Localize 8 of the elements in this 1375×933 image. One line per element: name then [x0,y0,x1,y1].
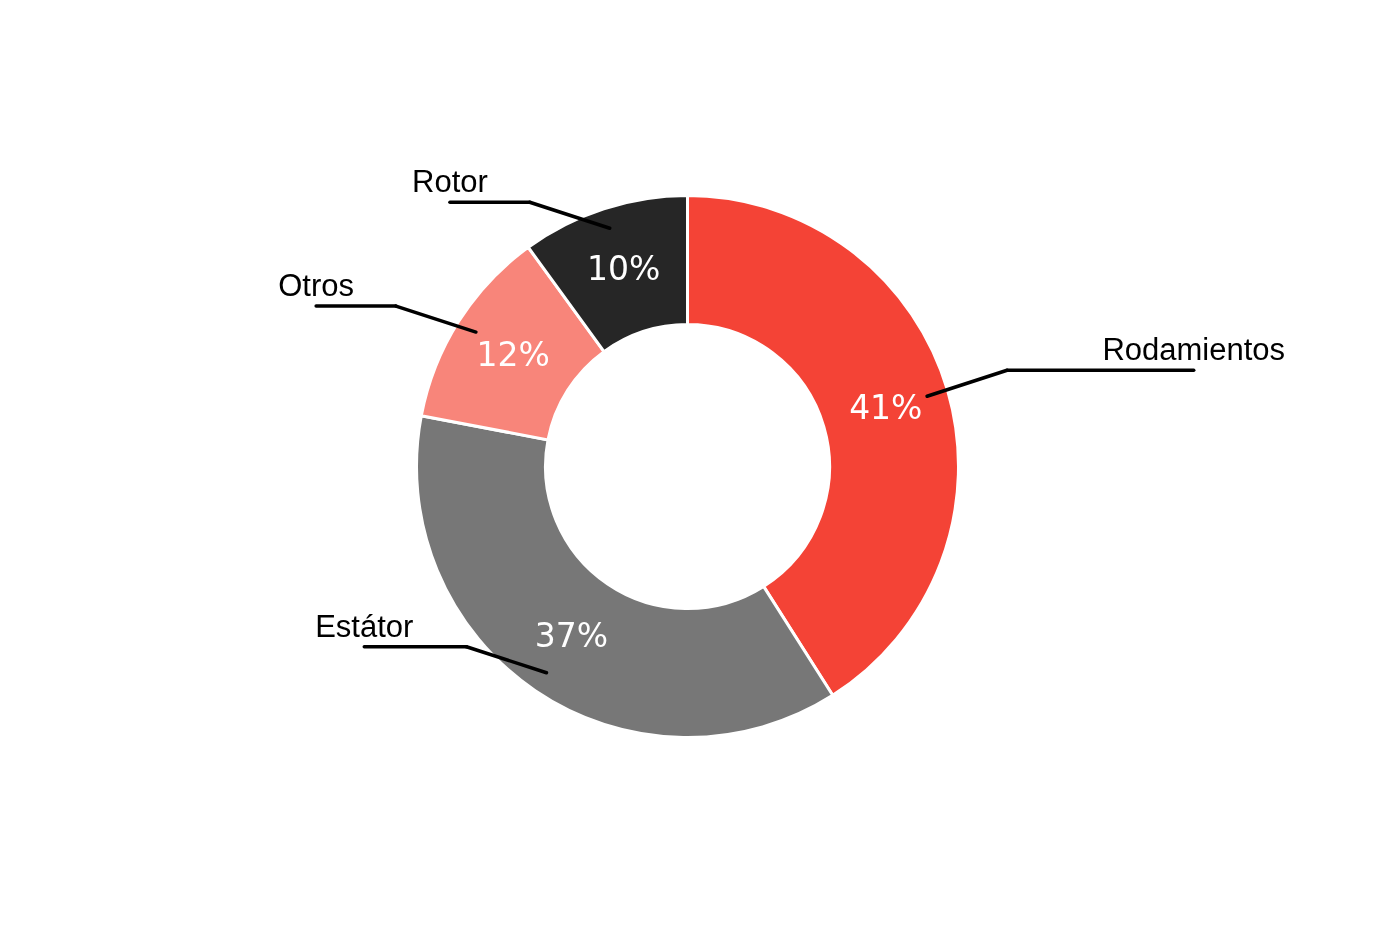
data-label: 10% [587,249,661,289]
data-label: 37% [534,616,609,656]
data-label: 12% [476,334,550,374]
slice-label: Rodamientos [1102,332,1286,368]
slice-label: Estátor [315,608,414,644]
slice-label: Otros [278,268,355,304]
slice-label: Rotor [412,164,488,200]
data-label: 41% [849,387,923,427]
